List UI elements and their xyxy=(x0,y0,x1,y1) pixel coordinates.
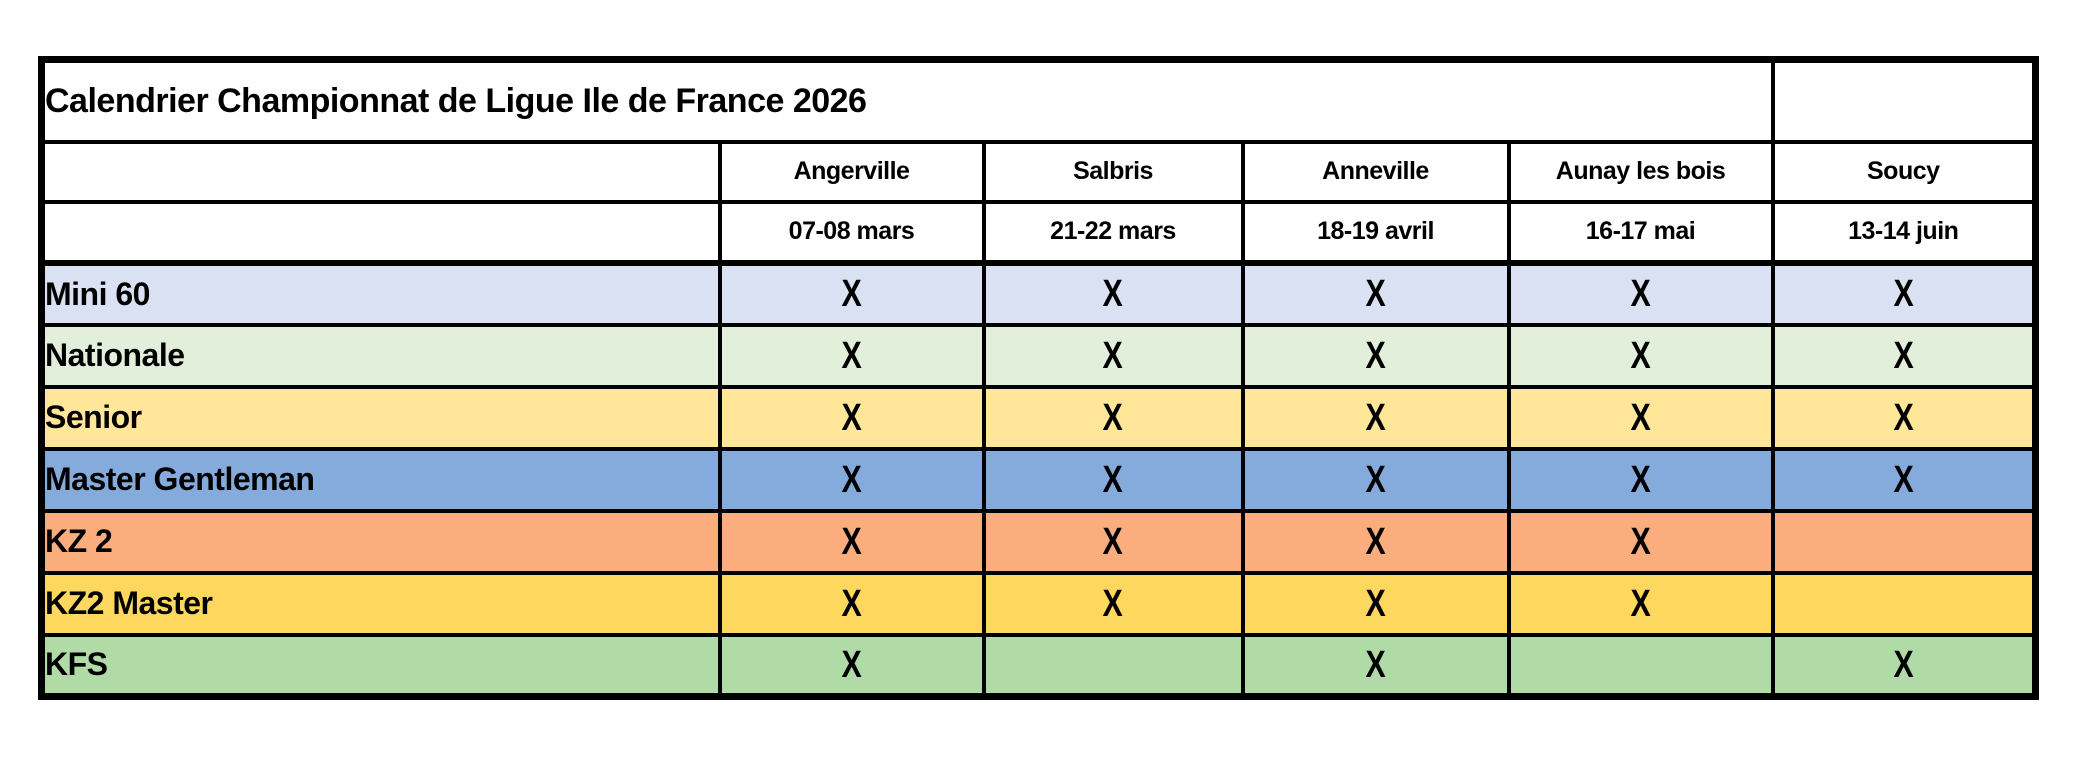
mark-cell: X xyxy=(1506,508,1775,575)
date-header-aunay-les-bois: 16-17 mai xyxy=(1506,199,1775,266)
mark-cell: X xyxy=(717,508,986,575)
mark-cell: X xyxy=(1240,632,1511,699)
x-mark: X xyxy=(841,520,862,563)
venue-header-aunay-les-bois: Aunay les bois xyxy=(1506,139,1775,204)
mark-cell: X xyxy=(981,508,1245,575)
date-header-salbris: 21-22 mars xyxy=(981,199,1245,266)
category-label: Master Gentleman xyxy=(39,446,722,513)
mark-cell: X xyxy=(1506,322,1775,389)
mark-cell: X xyxy=(1770,632,2038,699)
x-mark: X xyxy=(1365,643,1386,686)
x-mark: X xyxy=(841,396,862,439)
x-mark: X xyxy=(1102,582,1124,625)
venue-row-spacer-cell xyxy=(39,139,722,204)
x-mark: X xyxy=(841,458,862,501)
mark-cell: X xyxy=(1770,322,2038,389)
x-mark: X xyxy=(1102,458,1124,501)
x-mark: X xyxy=(841,273,862,315)
mark-cell: X xyxy=(1240,508,1511,575)
mark-cell: X xyxy=(1240,384,1511,451)
x-mark: X xyxy=(1102,396,1124,439)
mark-cell xyxy=(1506,632,1775,699)
mark-cell: X xyxy=(981,570,1245,637)
date-row-spacer-cell xyxy=(39,199,722,266)
mark-cell: X xyxy=(1770,384,2038,451)
mark-cell: X xyxy=(717,632,986,699)
x-mark: X xyxy=(1365,520,1386,563)
x-mark: X xyxy=(1893,273,1914,315)
category-row-senior: Senior X X X X X xyxy=(39,384,2038,451)
x-mark: X xyxy=(1630,273,1651,315)
championship-calendar-table: Calendrier Championnat de Ligue Ile de F… xyxy=(38,56,2040,700)
title-row: Calendrier Championnat de Ligue Ile de F… xyxy=(39,57,2038,144)
mark-cell xyxy=(981,632,1245,699)
x-mark: X xyxy=(1893,396,1914,439)
mark-cell: X xyxy=(717,446,986,513)
mark-cell: X xyxy=(1506,446,1775,513)
x-mark: X xyxy=(1630,520,1651,563)
mark-cell: X xyxy=(1506,570,1775,637)
category-label: Mini 60 xyxy=(39,260,722,327)
x-mark: X xyxy=(1630,582,1651,625)
venue-header-angerville: Angerville xyxy=(717,139,986,204)
mark-cell: X xyxy=(1240,322,1511,389)
venue-header-salbris: Salbris xyxy=(981,139,1245,204)
category-row-kfs: KFS X X X xyxy=(39,632,2038,699)
mark-cell: X xyxy=(717,384,986,451)
x-mark: X xyxy=(1365,582,1386,625)
mark-cell: X xyxy=(1770,260,2038,327)
mark-cell xyxy=(1770,570,2038,637)
x-mark: X xyxy=(1102,520,1124,563)
mark-cell: X xyxy=(1240,570,1511,637)
category-row-kz2-master: KZ2 Master X X X X xyxy=(39,570,2038,637)
category-row-kz2: KZ 2 X X X X xyxy=(39,508,2038,575)
category-label: Senior xyxy=(39,384,722,451)
venue-header-anneville: Anneville xyxy=(1240,139,1511,204)
x-mark: X xyxy=(1365,458,1386,501)
venue-header-row: Angerville Salbris Anneville Aunay les b… xyxy=(39,139,2038,204)
x-mark: X xyxy=(841,643,862,686)
mark-cell: X xyxy=(1506,384,1775,451)
category-label: KZ2 Master xyxy=(39,570,722,637)
x-mark: X xyxy=(1102,273,1124,315)
x-mark: X xyxy=(1893,334,1914,377)
date-header-anneville: 18-19 avril xyxy=(1240,199,1511,266)
date-header-angerville: 07-08 mars xyxy=(717,199,986,266)
mark-cell: X xyxy=(717,260,986,327)
category-row-master-gentleman: Master Gentleman X X X X X xyxy=(39,446,2038,513)
category-row-nationale: Nationale X X X X X xyxy=(39,322,2038,389)
title-spacer-cell xyxy=(1770,57,2038,144)
x-mark: X xyxy=(1630,334,1651,377)
x-mark: X xyxy=(841,334,862,377)
x-mark: X xyxy=(1365,396,1386,439)
mark-cell: X xyxy=(981,260,1245,327)
category-row-mini-60: Mini 60 X X X X X xyxy=(39,260,2038,327)
category-label: KFS xyxy=(39,632,722,699)
x-mark: X xyxy=(841,582,862,625)
category-label: KZ 2 xyxy=(39,508,722,575)
x-mark: X xyxy=(1630,396,1651,439)
x-mark: X xyxy=(1893,458,1914,501)
mark-cell xyxy=(1770,508,2038,575)
x-mark: X xyxy=(1630,458,1651,501)
mark-cell: X xyxy=(717,322,986,389)
venue-header-soucy: Soucy xyxy=(1770,139,2038,204)
mark-cell: X xyxy=(1240,446,1511,513)
mark-cell: X xyxy=(981,384,1245,451)
date-header-row: 07-08 mars 21-22 mars 18-19 avril 16-17 … xyxy=(39,199,2038,266)
mark-cell: X xyxy=(1770,446,2038,513)
mark-cell: X xyxy=(717,570,986,637)
x-mark: X xyxy=(1102,334,1124,377)
mark-cell: X xyxy=(981,446,1245,513)
mark-cell: X xyxy=(1506,260,1775,327)
x-mark: X xyxy=(1893,643,1914,686)
mark-cell: X xyxy=(1240,260,1511,327)
mark-cell: X xyxy=(981,322,1245,389)
page-title: Calendrier Championnat de Ligue Ile de F… xyxy=(39,57,1775,144)
category-label: Nationale xyxy=(39,322,722,389)
date-header-soucy: 13-14 juin xyxy=(1770,199,2038,266)
x-mark: X xyxy=(1365,273,1386,315)
x-mark: X xyxy=(1365,334,1386,377)
